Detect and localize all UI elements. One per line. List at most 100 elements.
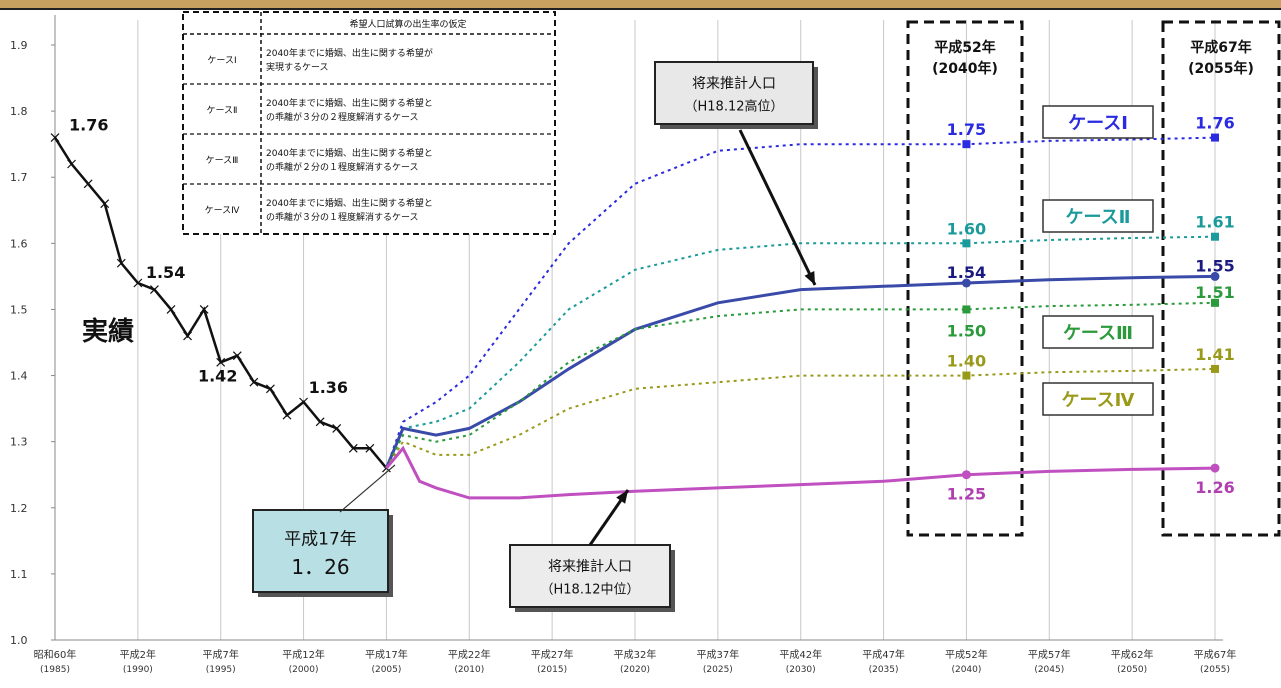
data-point-marker xyxy=(348,443,358,453)
y-tick-label: 1.8 xyxy=(10,105,28,118)
data-point-marker xyxy=(166,305,176,314)
data-point-marker xyxy=(216,357,226,367)
legend-table-desc: 2040年までに婚姻、出生に関する希望と xyxy=(266,97,433,109)
case-label-box xyxy=(1042,315,1154,349)
legend-table-frame xyxy=(182,11,556,235)
year-box-title: 平成52年 xyxy=(934,39,995,56)
y-tick-label: 1.7 xyxy=(10,171,28,184)
data-point-marker xyxy=(67,159,76,169)
x-tick-year: (1985) xyxy=(40,665,70,675)
callout-line-1: 将来推計人口 xyxy=(548,559,632,575)
x-tick-label: 平成42年 xyxy=(779,648,822,661)
x-tick-year: (1995) xyxy=(206,665,236,675)
year-box xyxy=(906,20,1024,537)
y-tick-label: 1.5 xyxy=(10,303,28,316)
x-tick-year: (2030) xyxy=(786,665,816,675)
year-box-subtitle: (2040年) xyxy=(932,60,998,77)
x-tick-year: (2040) xyxy=(951,665,981,675)
y-tick-label: 1.1 xyxy=(10,568,28,581)
data-point-marker xyxy=(1211,298,1219,307)
case-label-box xyxy=(1042,382,1154,416)
x-tick-year: (2035) xyxy=(869,665,899,675)
x-tick-label: 平成57年 xyxy=(1028,648,1071,661)
y-tick-label: 1.4 xyxy=(10,370,28,383)
legend-table-desc: 2040年までに婚姻、出生に関する希望と xyxy=(266,197,433,209)
data-point-marker xyxy=(282,410,292,420)
arrow-head xyxy=(804,271,815,285)
x-tick-label: 平成47年 xyxy=(862,648,905,661)
x-tick-year: (2055) xyxy=(1200,665,1230,675)
data-point-marker xyxy=(116,258,126,268)
data-point-marker xyxy=(365,443,375,453)
data-point-marker xyxy=(50,133,60,142)
arrow-medium xyxy=(588,489,630,546)
data-point-marker xyxy=(133,278,143,288)
legend-table-desc: 2040年までに婚姻、出生に関する希望と xyxy=(266,147,433,159)
top-border-bar xyxy=(0,0,1281,10)
data-label: 1.36 xyxy=(309,378,348,397)
case-label-text: ケースⅢ xyxy=(1063,323,1133,344)
y-tick-label: 1.3 xyxy=(10,436,28,449)
legend-table-header: 希望人口試算の出生率の仮定 xyxy=(349,18,466,30)
x-tick-year: (2000) xyxy=(289,665,319,675)
case-label-text: ケースⅠ xyxy=(1068,113,1128,134)
legend-table-case: ケースⅣ xyxy=(205,205,241,216)
x-tick-year: (2020) xyxy=(620,665,650,675)
data-point-marker xyxy=(1211,232,1219,241)
x-tick-year: (2050) xyxy=(1117,665,1147,675)
data-point-marker xyxy=(232,351,242,361)
data-label: 1.50 xyxy=(947,321,986,340)
callout-line-2: （H18.12高位） xyxy=(685,98,784,114)
case-label-text: ケースⅡ xyxy=(1066,207,1131,228)
data-label: 1.76 xyxy=(69,116,108,135)
x-tick-year: (2005) xyxy=(371,665,401,675)
data-point-marker xyxy=(962,371,971,380)
data-label: 1.55 xyxy=(1195,256,1234,275)
x-tick-label: 平成62年 xyxy=(1111,648,1154,661)
data-point-marker xyxy=(183,331,192,341)
data-label: 1.42 xyxy=(198,366,237,385)
x-tick-label: 平成22年 xyxy=(448,648,491,661)
x-tick-label: 昭和60年 xyxy=(34,648,77,661)
data-point-marker xyxy=(315,417,325,427)
data-point-marker xyxy=(249,377,259,387)
data-point-marker xyxy=(961,278,971,288)
data-point-marker xyxy=(299,397,308,407)
data-label: 1.25 xyxy=(947,485,986,504)
data-label: 1.60 xyxy=(947,219,986,238)
y-tick-label: 1.6 xyxy=(10,237,28,250)
case-label-text: ケースⅣ xyxy=(1062,390,1135,411)
data-point-marker xyxy=(1210,271,1220,281)
data-label: 1.61 xyxy=(1195,213,1234,232)
case-label: ケースⅡ xyxy=(1042,199,1154,233)
series-line xyxy=(385,235,1216,469)
case-label: ケースⅢ xyxy=(1042,315,1154,349)
data-point-marker xyxy=(199,305,209,314)
x-tick-label: 平成7年 xyxy=(203,648,239,661)
data-point-marker xyxy=(962,239,971,248)
arrow-high xyxy=(738,129,817,286)
data-point-marker xyxy=(962,305,971,314)
legend-table-case: ケースⅢ xyxy=(206,155,239,166)
data-point-marker xyxy=(1210,463,1220,473)
data-label: 1.26 xyxy=(1195,478,1234,497)
case-label-box xyxy=(1042,105,1154,139)
x-tick-year: (2015) xyxy=(537,665,567,675)
case-label: ケースⅠ xyxy=(1042,105,1154,139)
series-line xyxy=(385,136,1216,469)
callout-line-1: 平成17年 xyxy=(284,529,357,549)
x-tick-label: 平成32年 xyxy=(614,648,657,661)
year-box-subtitle: (2055年) xyxy=(1188,60,1254,77)
arrow-shaft xyxy=(738,129,817,286)
data-label: 1.40 xyxy=(947,352,986,371)
data-label: 1.76 xyxy=(1195,114,1234,133)
series-line xyxy=(385,445,1216,500)
x-tick-label: 平成27年 xyxy=(531,648,574,661)
legend-table-case: ケースⅡ xyxy=(207,105,238,116)
data-point-marker xyxy=(962,140,971,149)
data-label: 1.54 xyxy=(947,263,986,282)
x-tick-label: 平成37年 xyxy=(696,648,739,661)
data-label: 1.51 xyxy=(1195,283,1234,302)
legend-table-desc: 実現するケース xyxy=(266,61,329,73)
